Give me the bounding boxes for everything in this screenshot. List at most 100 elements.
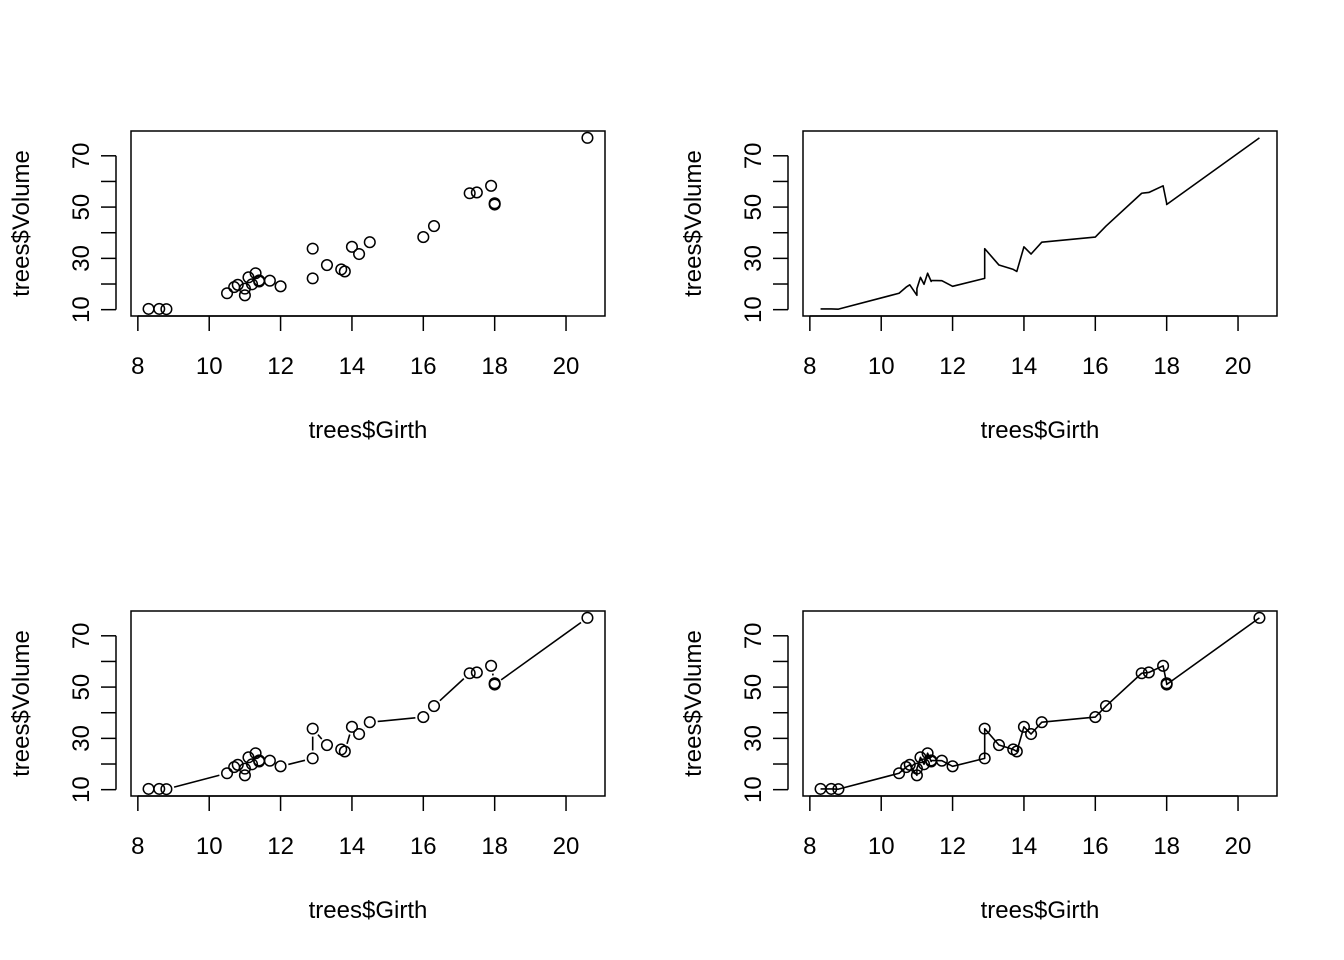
y-tick-label: 30: [68, 725, 95, 752]
y-tick-label: 50: [68, 194, 95, 221]
data-point: [470, 186, 483, 199]
data-point: [1017, 720, 1030, 733]
data-point: [353, 727, 366, 741]
x-tick-label: 20: [1225, 353, 1252, 380]
data-point: [978, 722, 991, 735]
data-point: [463, 187, 476, 200]
x-tick-label: 16: [410, 833, 437, 860]
data-point: [427, 220, 441, 233]
data-point: [306, 272, 319, 285]
plot-panel-4: 8 10 12 14 16 18 20 10 30 50 70 trees$Girth trees$Vo…: [680, 610, 1278, 924]
y-tick-label: 30: [740, 245, 767, 272]
data-point: [263, 274, 276, 287]
data-point: [485, 179, 498, 192]
data-point: [306, 722, 319, 735]
data-point: [917, 758, 931, 771]
y-axis-title: trees$Volume: [680, 630, 707, 777]
y-tick-label: 70: [740, 142, 767, 169]
x-tick-label: 8: [131, 833, 144, 860]
data-point: [153, 302, 166, 315]
data-point: [1157, 659, 1170, 672]
data-point: [427, 700, 441, 713]
data-point: [581, 611, 594, 624]
data-point: [488, 198, 501, 211]
data-point: [274, 760, 287, 773]
x-tick-label: 16: [1082, 833, 1109, 860]
series-segment: [377, 717, 416, 723]
series-segment: [317, 734, 323, 740]
x-tick-label: 8: [803, 353, 816, 380]
plot-panel-3: 8 10 12 14 16 18 20 10 30 50 70 trees$Girth trees$Vo…: [8, 610, 606, 924]
x-axis-title: trees$Girth: [309, 417, 428, 444]
y-tick-label: 10: [68, 296, 95, 323]
data-point: [238, 289, 251, 302]
data-point: [1142, 666, 1155, 679]
data-point: [978, 752, 991, 765]
data-point: [353, 247, 366, 261]
x-tick-label: 10: [196, 353, 223, 380]
data-point: [825, 782, 838, 795]
data-point: [992, 738, 1006, 752]
y-tick-label: 50: [740, 194, 767, 221]
x-tick-label: 18: [1153, 353, 1180, 380]
y-tick-label: 50: [740, 674, 767, 701]
y-tick-label: 70: [740, 622, 767, 649]
series-segment: [173, 774, 220, 788]
data-point: [231, 278, 244, 291]
data-point: [221, 287, 234, 300]
y-tick-label: 10: [740, 296, 767, 323]
y-tick-label: 10: [68, 776, 95, 803]
x-tick-label: 18: [481, 833, 508, 860]
x-tick-label: 16: [1082, 353, 1109, 380]
data-point: [914, 751, 927, 764]
data-point: [242, 271, 255, 284]
data-point: [893, 767, 906, 780]
data-point: [242, 751, 255, 764]
data-point: [231, 758, 244, 771]
data-point: [153, 782, 166, 795]
data-point: [221, 767, 234, 780]
x-tick-label: 20: [553, 353, 580, 380]
y-tick-label: 30: [68, 245, 95, 272]
series-segment: [500, 621, 582, 681]
y-tick-label: 30: [740, 725, 767, 752]
x-tick-label: 12: [267, 833, 294, 860]
x-tick-label: 12: [939, 353, 966, 380]
data-point: [1035, 716, 1048, 729]
data-point: [320, 738, 334, 752]
data-point: [946, 760, 959, 773]
data-point: [245, 278, 259, 291]
data-point: [320, 258, 334, 272]
y-tick-label: 10: [740, 776, 767, 803]
x-tick-label: 8: [131, 353, 144, 380]
data-point: [832, 783, 845, 796]
series-line: [820, 617, 1260, 790]
data-point: [417, 231, 430, 244]
y-tick-label: 50: [68, 674, 95, 701]
data-point: [1099, 700, 1113, 713]
series-segment: [346, 734, 351, 745]
data-point: [338, 265, 351, 278]
data-point: [238, 769, 251, 782]
x-tick-label: 18: [1153, 833, 1180, 860]
x-tick-label: 10: [868, 833, 895, 860]
data-point: [363, 236, 376, 249]
data-point: [1025, 727, 1038, 741]
series-segment: [439, 678, 465, 702]
plot-panel-2: 8 10 12 14 16 18 20 10 30 50 70 trees$Girth trees$Vo…: [680, 130, 1278, 444]
y-tick-label: 70: [68, 622, 95, 649]
data-point: [345, 240, 358, 253]
data-point: [363, 716, 376, 729]
data-point: [1160, 678, 1173, 691]
x-tick-label: 10: [196, 833, 223, 860]
data-point: [306, 242, 319, 255]
y-axis-title: trees$Volume: [680, 150, 707, 297]
data-point: [306, 752, 319, 765]
x-tick-label: 14: [339, 833, 366, 860]
y-axis-title: trees$Volume: [8, 630, 35, 777]
plot-panel-1: 8 10 12 14 16 18 20 10 30 50 70 trees$Girth trees$Vo…: [8, 130, 606, 444]
data-point: [581, 131, 594, 144]
data-point: [263, 754, 276, 767]
x-tick-label: 20: [553, 833, 580, 860]
